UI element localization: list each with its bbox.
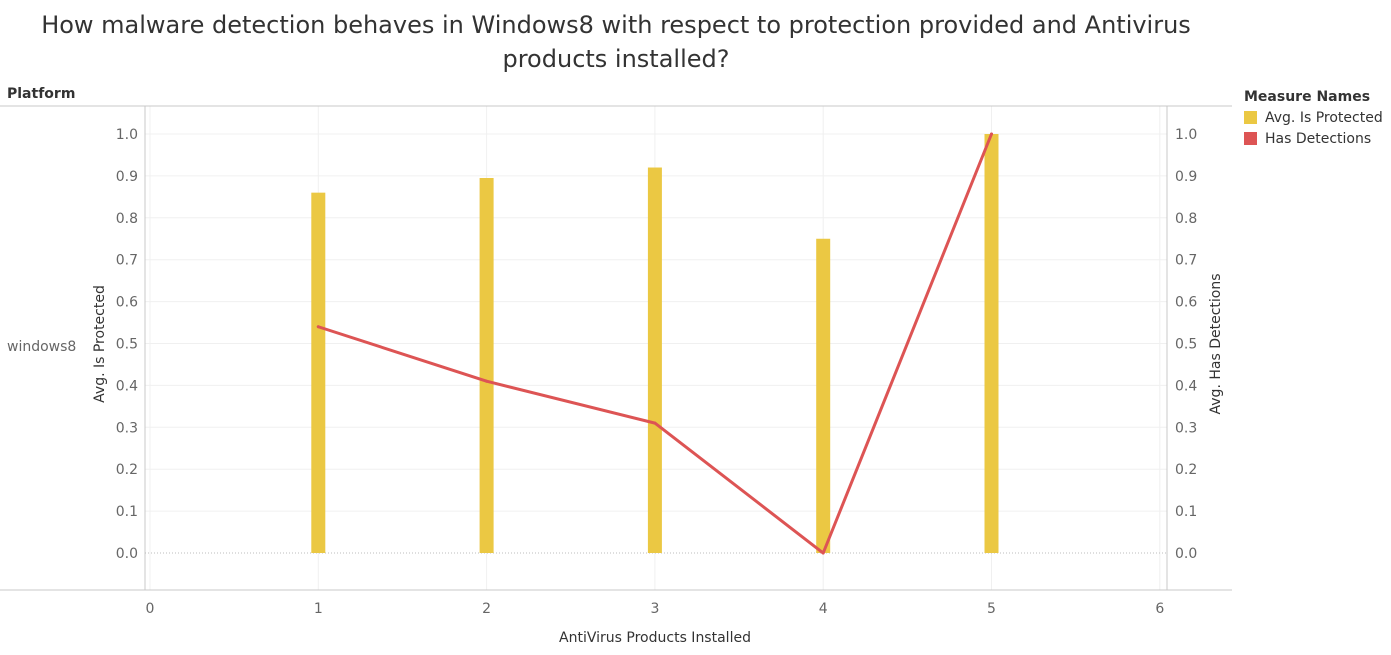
line-point-4: [821, 551, 825, 555]
y-right-tick-label: 0.6: [1175, 295, 1197, 311]
bar-3: [647, 167, 662, 553]
x-tick-label: 2: [482, 601, 491, 617]
legend-title: Measure Names: [1244, 89, 1371, 105]
y-left-tick-label: 0.6: [116, 295, 138, 311]
y-right-tick-label: 0.0: [1175, 546, 1197, 562]
y-axis-left-ticks: 0.0 0.1 0.2 0.3 0.4 0.5 0.6 0.7 0.8 0.9 1.0: [116, 127, 138, 562]
y-axis-left-title: Avg. Is Protected: [92, 285, 108, 403]
line-has-detections: [316, 132, 993, 555]
y-axis-right-ticks: 0.0 0.1 0.2 0.3 0.4 0.5 0.6 0.7 0.8 0.9 1.0: [1175, 127, 1197, 562]
y-right-tick-label: 0.7: [1175, 253, 1197, 269]
legend-swatch-avg-is-protected: [1244, 111, 1257, 124]
y-left-tick-label: 0.0: [116, 546, 138, 562]
chart-title-line-2: products installed?: [502, 45, 730, 73]
bar-1: [311, 192, 326, 553]
y-axis-right-title: Avg. Has Detections: [1208, 274, 1224, 415]
chart-frame: [0, 105, 1232, 591]
line-point-5: [990, 132, 993, 136]
x-axis-title: AntiVirus Products Installed: [559, 630, 751, 646]
row-header-platform: Platform: [7, 86, 76, 102]
x-tick-label: 6: [1155, 601, 1164, 617]
legend-item-has-detections[interactable]: Has Detections: [1244, 128, 1383, 149]
legend-label-avg-is-protected: Avg. Is Protected: [1265, 109, 1383, 126]
bar-4: [816, 238, 831, 553]
line-point-1: [316, 325, 320, 329]
y-right-tick-label: 0.1: [1175, 504, 1197, 520]
legend-label-has-detections: Has Detections: [1265, 130, 1372, 147]
x-tick-label: 1: [314, 601, 323, 617]
bar-5: [984, 134, 999, 553]
x-axis-ticks: 0 1 2 3 4 5 6: [146, 601, 1165, 617]
x-tick-label: 3: [650, 601, 659, 617]
y-left-tick-label: 0.2: [116, 462, 138, 478]
y-right-tick-label: 1.0: [1175, 127, 1197, 143]
x-tick-label: 4: [819, 601, 828, 617]
legend: Measure Names Avg. Is Protected Has Dete…: [1244, 89, 1383, 149]
x-tick-label: 0: [146, 601, 155, 617]
bar-2: [479, 177, 494, 553]
y-left-tick-label: 0.5: [116, 337, 138, 353]
y-left-tick-label: 0.8: [116, 211, 138, 227]
legend-swatch-has-detections: [1244, 132, 1257, 145]
y-left-tick-label: 0.7: [116, 253, 138, 269]
y-left-tick-label: 1.0: [116, 127, 138, 143]
chart-title-line-1: How malware detection behaves in Windows…: [41, 11, 1191, 39]
y-left-tick-label: 0.1: [116, 504, 138, 520]
y-left-tick-label: 0.4: [116, 378, 138, 394]
legend-item-avg-is-protected[interactable]: Avg. Is Protected: [1244, 107, 1383, 128]
y-right-tick-label: 0.5: [1175, 337, 1197, 353]
bars-avg-is-protected: [311, 134, 999, 553]
x-tick-label: 5: [987, 601, 996, 617]
line-point-2: [485, 379, 489, 383]
y-right-tick-label: 0.3: [1175, 420, 1197, 436]
line-point-3: [653, 421, 657, 425]
row-label-windows8: windows8: [7, 339, 77, 355]
y-right-tick-label: 0.2: [1175, 462, 1197, 478]
chart-title: How malware detection behaves in Windows…: [0, 8, 1232, 76]
y-right-tick-label: 0.4: [1175, 378, 1197, 394]
y-right-tick-label: 0.8: [1175, 211, 1197, 227]
y-left-tick-label: 0.3: [116, 420, 138, 436]
y-left-tick-label: 0.9: [116, 169, 138, 185]
y-right-tick-label: 0.9: [1175, 169, 1197, 185]
